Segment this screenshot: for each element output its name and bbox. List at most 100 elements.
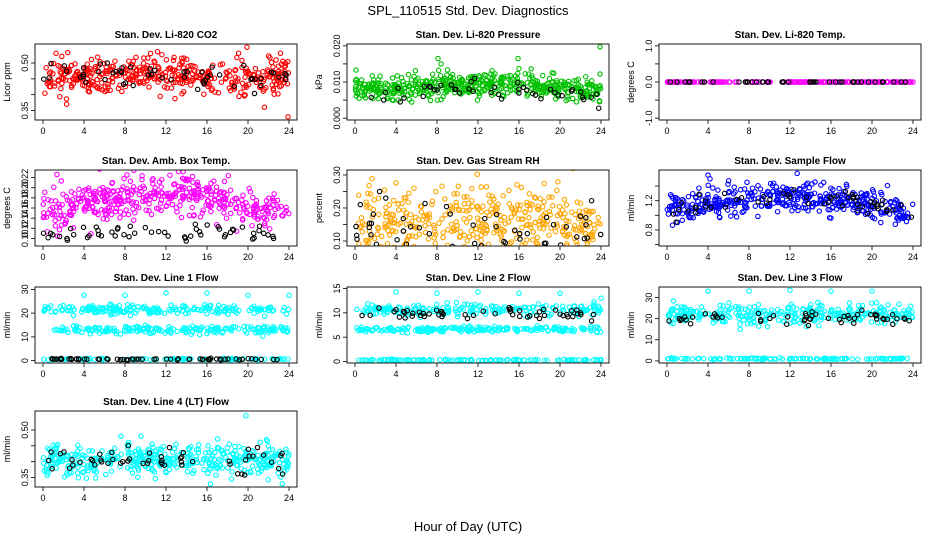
- data-point: [68, 355, 74, 362]
- data-point: [717, 302, 723, 309]
- data-point: [205, 470, 211, 477]
- data-point: [152, 185, 158, 191]
- data-point: [357, 327, 364, 334]
- data-point: [265, 232, 271, 238]
- data-point: [70, 205, 77, 211]
- data-point: [679, 217, 685, 224]
- data-point: [390, 197, 397, 204]
- data-point: [803, 194, 810, 200]
- data-point: [535, 301, 542, 307]
- data-point: [730, 191, 737, 197]
- data-point: [117, 199, 124, 205]
- data-point: [56, 233, 63, 240]
- data-point: [211, 75, 218, 81]
- data-point: [70, 225, 77, 231]
- data-point: [474, 97, 481, 103]
- y-tick-label: 0.35: [20, 102, 30, 120]
- data-point: [471, 75, 478, 82]
- data-point: [807, 316, 813, 322]
- data-point: [710, 79, 716, 85]
- data-point: [260, 230, 267, 237]
- data-point: [516, 313, 523, 320]
- x-tick-label: 8: [746, 126, 751, 136]
- data-point: [171, 191, 178, 198]
- data-point: [125, 76, 131, 83]
- data-point: [69, 304, 76, 310]
- data-point: [726, 306, 733, 313]
- data-point: [45, 304, 51, 311]
- data-point: [701, 355, 707, 362]
- data-point: [440, 234, 446, 241]
- data-point: [195, 186, 201, 192]
- data-point: [519, 224, 525, 231]
- data-point: [154, 310, 160, 316]
- data-point: [139, 356, 145, 363]
- data-point: [412, 245, 416, 246]
- data-point: [85, 185, 92, 191]
- data-point: [127, 223, 134, 230]
- data-point: [550, 221, 557, 228]
- data-point: [149, 309, 155, 315]
- data-point: [72, 328, 79, 334]
- data-point: [151, 452, 158, 458]
- data-point: [496, 357, 502, 363]
- data-point: [124, 172, 130, 178]
- y-tick-label: 0.22: [20, 169, 30, 187]
- data-point: [677, 317, 683, 324]
- data-point: [708, 204, 714, 211]
- panel-title: Stan. Dev. Li-820 Pressure: [416, 30, 541, 41]
- data-point: [163, 203, 169, 210]
- data-point: [714, 196, 720, 202]
- data-point: [359, 229, 366, 235]
- data-point: [879, 191, 885, 198]
- data-point: [582, 73, 589, 80]
- data-point: [498, 76, 504, 82]
- data-point: [189, 204, 196, 211]
- data-point: [749, 315, 755, 322]
- data-point: [136, 67, 143, 73]
- data-point: [673, 210, 679, 217]
- data-point: [855, 208, 861, 214]
- data-points: [40, 413, 292, 487]
- data-point: [161, 229, 168, 236]
- data-point: [791, 187, 797, 193]
- data-point: [478, 184, 484, 190]
- data-point: [909, 313, 915, 320]
- data-point: [846, 300, 853, 306]
- data-point: [512, 227, 518, 234]
- data-point: [756, 79, 762, 85]
- data-point: [201, 81, 207, 87]
- data-point: [594, 91, 600, 98]
- data-point: [249, 463, 256, 469]
- data-point: [552, 96, 559, 102]
- data-point: [411, 243, 417, 246]
- data-point: [284, 459, 291, 465]
- data-point: [252, 356, 259, 363]
- data-point: [848, 309, 855, 316]
- data-point: [767, 79, 773, 85]
- data-point: [148, 193, 154, 200]
- data-point: [508, 265, 512, 269]
- data-point: [169, 356, 176, 362]
- data-point: [204, 457, 210, 464]
- data-point: [381, 308, 388, 315]
- data-point: [399, 200, 405, 207]
- data-point: [234, 54, 240, 61]
- data-point: [425, 236, 432, 242]
- data-point: [361, 245, 366, 246]
- data-point: [497, 151, 501, 155]
- data-point: [279, 212, 285, 219]
- data-point: [197, 356, 203, 362]
- data-point: [115, 85, 122, 92]
- data-point: [193, 197, 200, 204]
- data-point: [442, 357, 448, 363]
- data-point: [547, 212, 553, 218]
- data-points: [664, 79, 916, 85]
- data-point: [283, 463, 289, 470]
- data-point: [819, 303, 825, 309]
- data-point: [495, 91, 502, 98]
- data-point: [358, 215, 365, 221]
- data-point: [241, 206, 247, 212]
- data-point: [99, 309, 106, 315]
- data-point: [192, 63, 198, 70]
